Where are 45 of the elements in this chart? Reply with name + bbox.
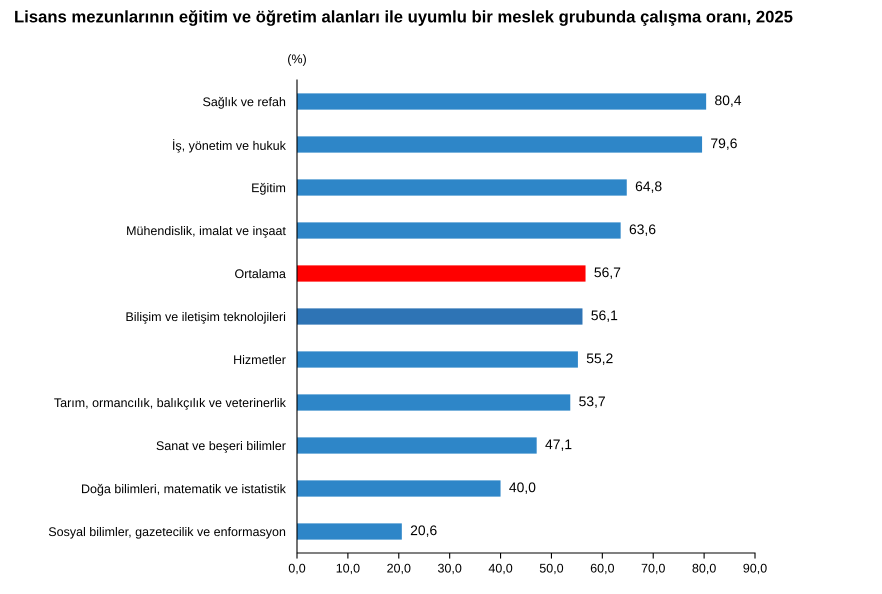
y-tick-label: Mühendislik, imalat ve inşaat (127, 226, 286, 238)
x-tick-label: 0,0 (288, 564, 306, 574)
data-label: 47,1 (545, 440, 572, 451)
x-tick-label: 80,0 (692, 564, 716, 574)
bar (297, 222, 621, 239)
y-tick-label: Doğa bilimleri, matematik ve istatistik (82, 484, 286, 496)
data-label: 56,1 (591, 310, 618, 322)
chart-title: Lisans mezunlarının eğitim ve öğretim alanları ile uyumlu bir meslek grubunda çalışma oranı, 2025 (15, 10, 792, 26)
y-tick-label: İş, yönetim ve hukuk (173, 139, 286, 153)
x-tick-label: 60,0 (590, 564, 614, 574)
bar (297, 351, 578, 368)
data-label: 56,7 (594, 267, 620, 279)
bar (297, 265, 586, 282)
x-tick-label: 50,0 (540, 564, 564, 574)
bar (297, 437, 537, 454)
data-label: 79,6 (711, 138, 737, 150)
bar (297, 523, 402, 540)
bar (297, 136, 702, 153)
y-tick-label: Eğitim (252, 182, 286, 195)
data-label: 40,0 (509, 482, 536, 494)
bar (297, 179, 627, 196)
data-label: 53,7 (579, 396, 605, 408)
x-tick-label: 40,0 (488, 564, 512, 574)
x-tick-label: 70,0 (642, 564, 665, 574)
data-label: 64,8 (636, 181, 662, 193)
y-tick-label: Sosyal bilimler, gazetecilik ve enformasyon (48, 526, 286, 539)
data-label: 20,6 (410, 525, 437, 537)
y-tick-label: Bilişim ve iletişim teknolojileri (126, 312, 286, 324)
bar (297, 308, 582, 325)
data-label: 80,4 (715, 95, 742, 107)
x-tick-label: 30,0 (438, 564, 462, 574)
x-tick-label: 20,0 (387, 564, 410, 574)
y-tick-label: Ortalama (235, 268, 286, 278)
data-label: 63,6 (630, 224, 656, 236)
bar (297, 93, 706, 110)
bar (297, 480, 501, 497)
x-tick-label: 90,0 (743, 564, 767, 574)
y-tick-label: Hizmetler (234, 354, 286, 364)
text: (%) (288, 54, 306, 66)
x-tick-label: 10,0 (336, 564, 360, 574)
bar (297, 394, 570, 411)
y-tick-label: Sanat ve beşeri bilimler (156, 440, 286, 453)
y-tick-label: Sağlık ve refah (203, 96, 286, 109)
y-tick-label: Tarım, ormancılık, balıkçılık ve veterinerlik (54, 398, 286, 410)
data-label: 55,2 (586, 353, 613, 365)
